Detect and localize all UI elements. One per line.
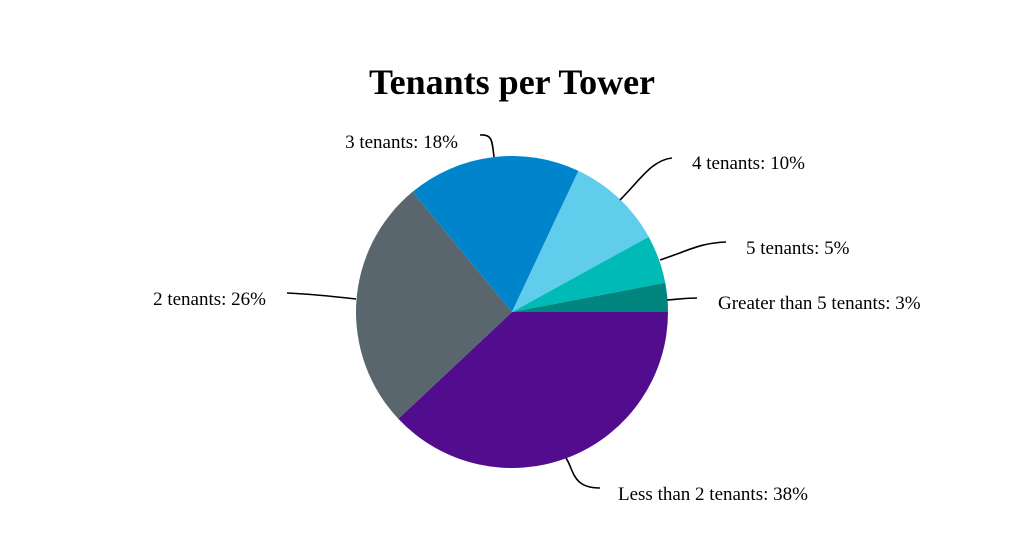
leader-line — [659, 241, 727, 261]
pie-slice-4-tenants — [512, 170, 649, 312]
leader-line — [286, 292, 357, 300]
leader-line — [666, 297, 698, 301]
leader-line — [619, 157, 673, 201]
pie-slice-3-tenants — [412, 156, 579, 312]
pie-slice-greater-than-5-tenants — [512, 282, 669, 312]
slice-label: 3 tenants: 18% — [345, 132, 458, 153]
pie-slice-less-than-2-tenants — [398, 312, 668, 469]
slice-label: 2 tenants: 26% — [153, 289, 266, 310]
leader-line — [479, 134, 495, 158]
slice-label: Less than 2 tenants: 38% — [618, 484, 808, 505]
pie-slice-2-tenants — [356, 191, 512, 419]
pie-slice-5-tenants — [512, 236, 666, 312]
leader-line — [565, 457, 601, 489]
slice-label: 4 tenants: 10% — [692, 153, 805, 174]
slice-label: 5 tenants: 5% — [746, 238, 850, 259]
chart-title: Tenants per Tower — [369, 62, 655, 102]
slice-label: Greater than 5 tenants: 3% — [718, 293, 921, 314]
